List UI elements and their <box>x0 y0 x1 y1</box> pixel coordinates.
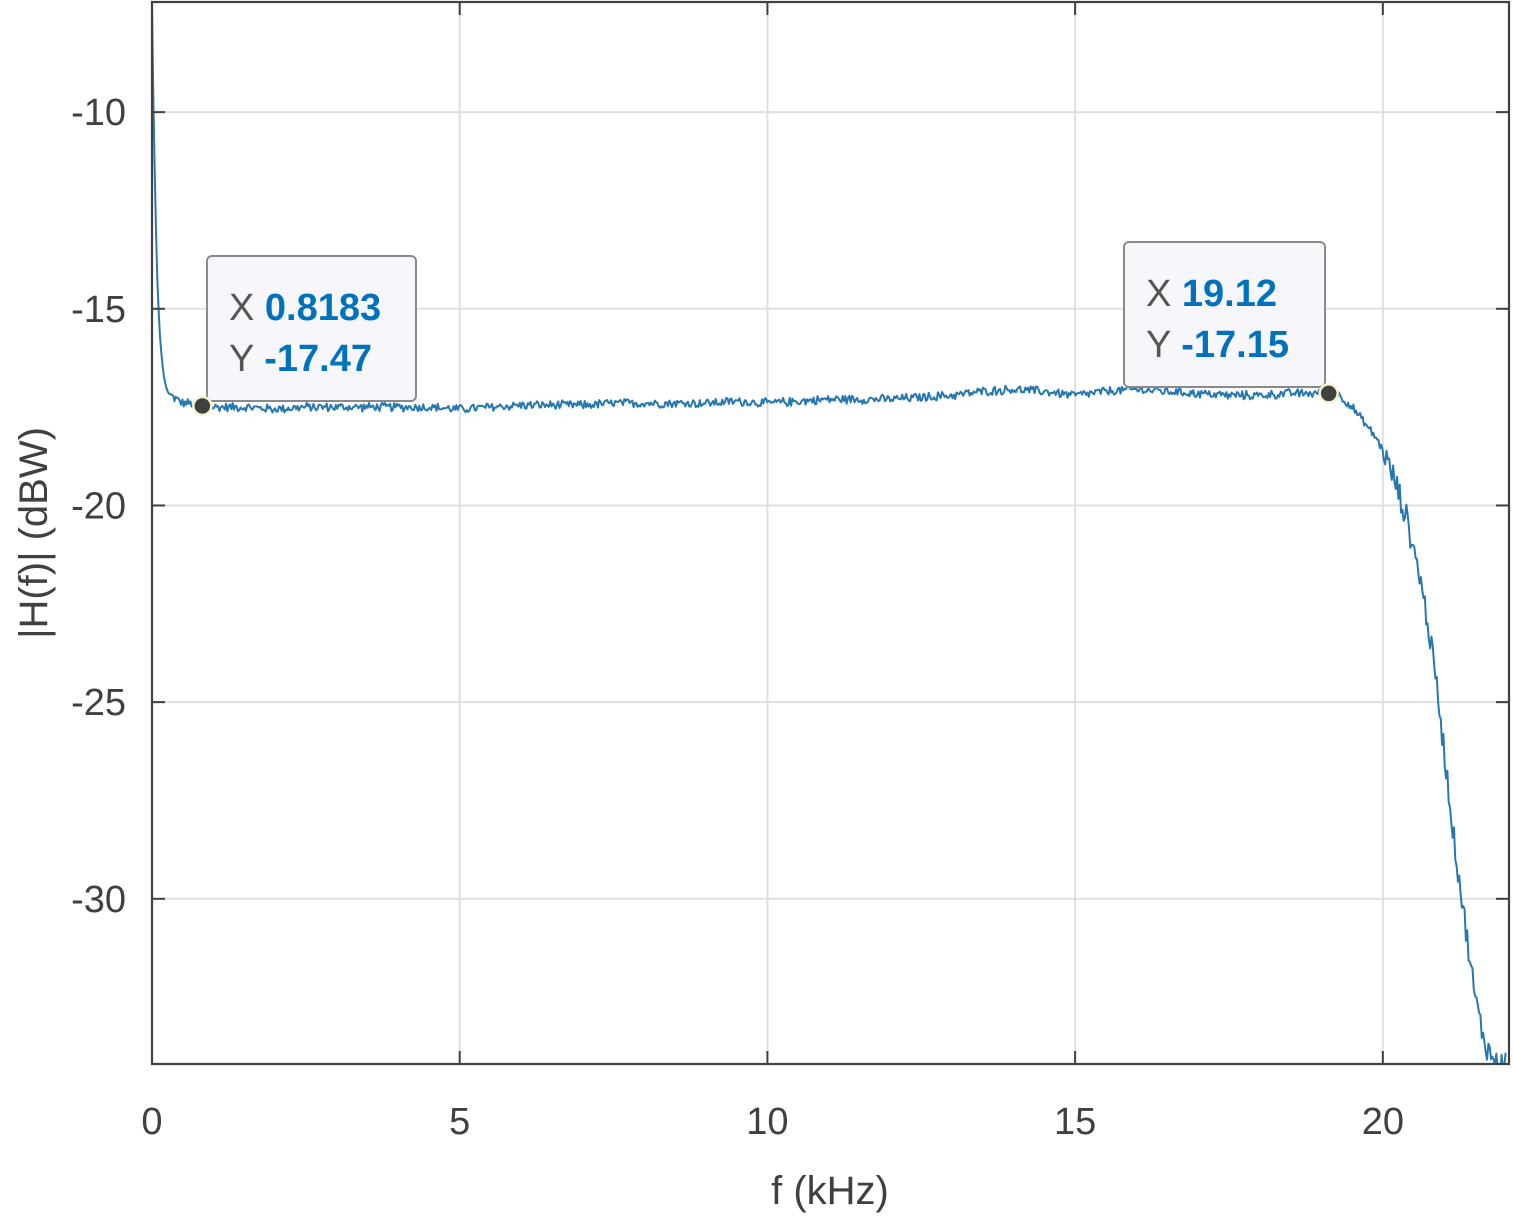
datatip-marker[interactable] <box>192 395 213 417</box>
y-tick-label: -10 <box>71 92 126 134</box>
datatip-y-label: Y <box>1146 324 1181 366</box>
x-tick-label: 20 <box>1362 1101 1404 1143</box>
x-axis-label: f (kHz) <box>771 1169 889 1213</box>
datatip-y-value: -17.15 <box>1181 324 1289 366</box>
x-tick-label: 10 <box>746 1101 788 1143</box>
series-group <box>152 5 1507 1064</box>
datatip-box <box>206 255 417 402</box>
datatip-marker[interactable] <box>1318 383 1339 404</box>
datatip-x-value: 0.8183 <box>265 287 381 329</box>
datatip-y-label: Y <box>229 338 264 380</box>
datatip-x-row: X 0.8183 <box>229 287 381 329</box>
axes-box <box>150 0 1511 1066</box>
datatip-x-label: X <box>1146 273 1182 315</box>
y-axis-label: |H(f)| (dBW) <box>12 427 56 639</box>
datatip[interactable]: X 19.12Y -17.15 <box>1123 241 1339 404</box>
x-tick-label: 5 <box>449 1101 470 1143</box>
x-tick-label: 15 <box>1054 1101 1096 1143</box>
datatip-x-label: X <box>229 287 265 329</box>
y-tick-label: -25 <box>71 682 126 724</box>
tick-marks <box>151 2 1509 1064</box>
x-tick-label: 0 <box>141 1101 162 1143</box>
datatip-x-value: 19.12 <box>1182 273 1277 315</box>
y-tick-labels: -30 -25 -20 -15 -10 <box>71 92 126 921</box>
datatip-x-row: X 19.12 <box>1146 273 1277 315</box>
datatip-box <box>1123 241 1326 388</box>
datatip-y-value: -17.47 <box>264 338 372 380</box>
datatip-y-row: Y -17.15 <box>1146 324 1289 366</box>
datatip-y-row: Y -17.47 <box>229 338 372 380</box>
y-tick-label: -15 <box>71 289 126 331</box>
y-tick-label: -20 <box>71 485 126 527</box>
y-tick-label: -30 <box>71 879 126 921</box>
x-tick-labels: 0 5 10 15 20 <box>141 1101 1404 1143</box>
response-line <box>152 5 1507 1064</box>
